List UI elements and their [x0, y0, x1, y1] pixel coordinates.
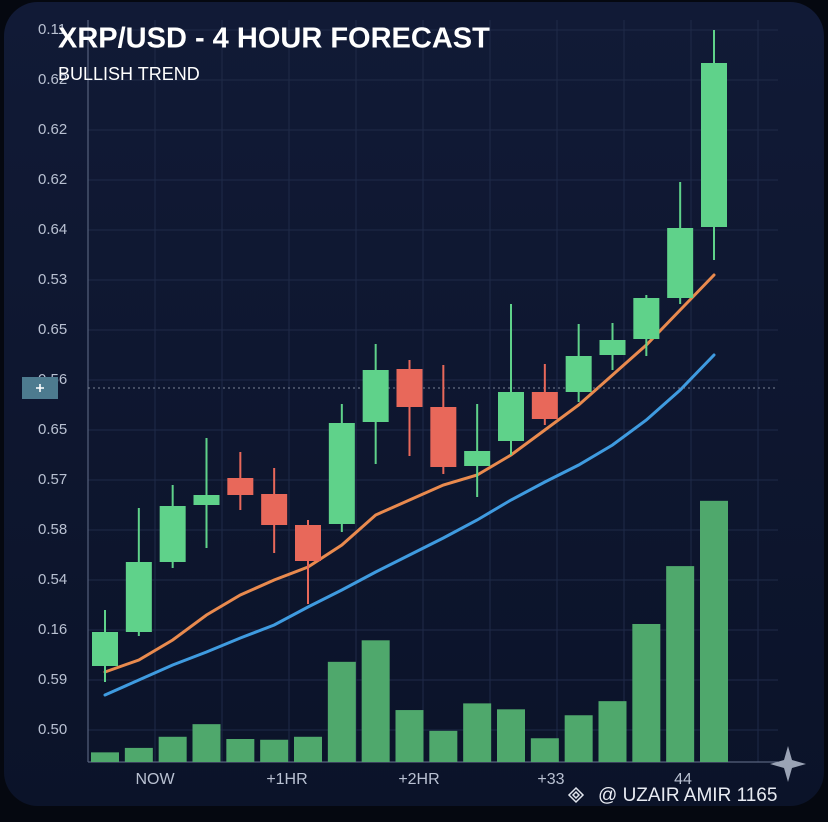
plot: 0.110.620.620.620.640.530.650.560.650.57…: [22, 20, 778, 788]
y-tick-label: 0.16: [38, 621, 67, 638]
candle-body: [430, 407, 457, 467]
volume-bar: [497, 709, 525, 762]
y-tick-label: 0.57: [38, 471, 67, 488]
candle-body: [531, 392, 558, 419]
moving-average-line: [103, 353, 716, 697]
volume-bar: [429, 730, 458, 762]
y-tick-label: 0.62: [38, 71, 67, 88]
volume-bar: [226, 738, 255, 762]
candle-body: [125, 562, 152, 632]
candle-body: [295, 525, 321, 561]
candle-body: [396, 369, 423, 407]
candle-body: [261, 494, 288, 525]
candle-body: [667, 228, 694, 298]
volume-bar: [564, 715, 593, 762]
y-tick-label: 0.59: [38, 671, 67, 688]
y-tick-label: 0.53: [38, 271, 67, 288]
y-tick-label: 0.50: [38, 721, 67, 738]
volume-bar: [327, 661, 356, 762]
x-tick-label: 44: [674, 771, 692, 788]
volume-bar: [124, 747, 153, 762]
volume-bar: [666, 566, 695, 762]
watermark: @ UZAIR AMIR 1165: [598, 785, 777, 806]
volume-bar: [530, 738, 559, 762]
x-tick-label: +2HR: [398, 771, 439, 788]
y-tick-label: 0.64: [38, 221, 67, 238]
candle-body: [159, 506, 186, 562]
sparkle-icon: [770, 746, 806, 782]
candle-body: [227, 478, 254, 495]
y-tick-label: 0.62: [38, 171, 67, 188]
y-tick-label: 0.62: [38, 121, 67, 138]
logo-icon: [567, 786, 585, 804]
candle-body: [633, 298, 660, 339]
volume-bar: [260, 739, 289, 762]
chart-subtitle: BULLISH TREND: [58, 64, 200, 84]
candle-body: [92, 632, 118, 666]
y-tick-label: 0.65: [38, 421, 67, 438]
candle-body: [565, 356, 592, 392]
volume-bar: [700, 500, 728, 762]
y-tick-label: 0.11: [38, 21, 66, 38]
y-tick-label: 0.58: [38, 521, 67, 538]
x-tick-label: +1HR: [266, 771, 307, 788]
y-tick-label: 0.54: [38, 571, 67, 588]
volume-bar: [598, 701, 627, 762]
volume-bar: [192, 724, 221, 762]
candle-body: [498, 392, 524, 441]
moving-average-line: [103, 273, 716, 674]
x-tick-label: +33: [537, 771, 564, 788]
volume-bar: [158, 736, 187, 762]
y-tick-label: 0.65: [38, 321, 67, 338]
candle-body: [599, 340, 626, 355]
volume-bar: [91, 752, 119, 762]
volume-bar: [361, 640, 390, 762]
volume-bar: [395, 710, 424, 762]
candle-body: [464, 451, 491, 466]
candle-body: [328, 423, 355, 524]
candle-body: [701, 63, 727, 227]
volume-bar: [632, 623, 661, 762]
volume-bar: [463, 703, 492, 762]
volume-bar: [294, 736, 322, 762]
candle-body: [362, 370, 389, 422]
price-marker-icon: [36, 384, 44, 392]
chart-title: XRP/USD - 4 HOUR FORECAST: [58, 23, 490, 55]
candle-body: [193, 495, 220, 505]
x-tick-label: NOW: [135, 771, 175, 788]
